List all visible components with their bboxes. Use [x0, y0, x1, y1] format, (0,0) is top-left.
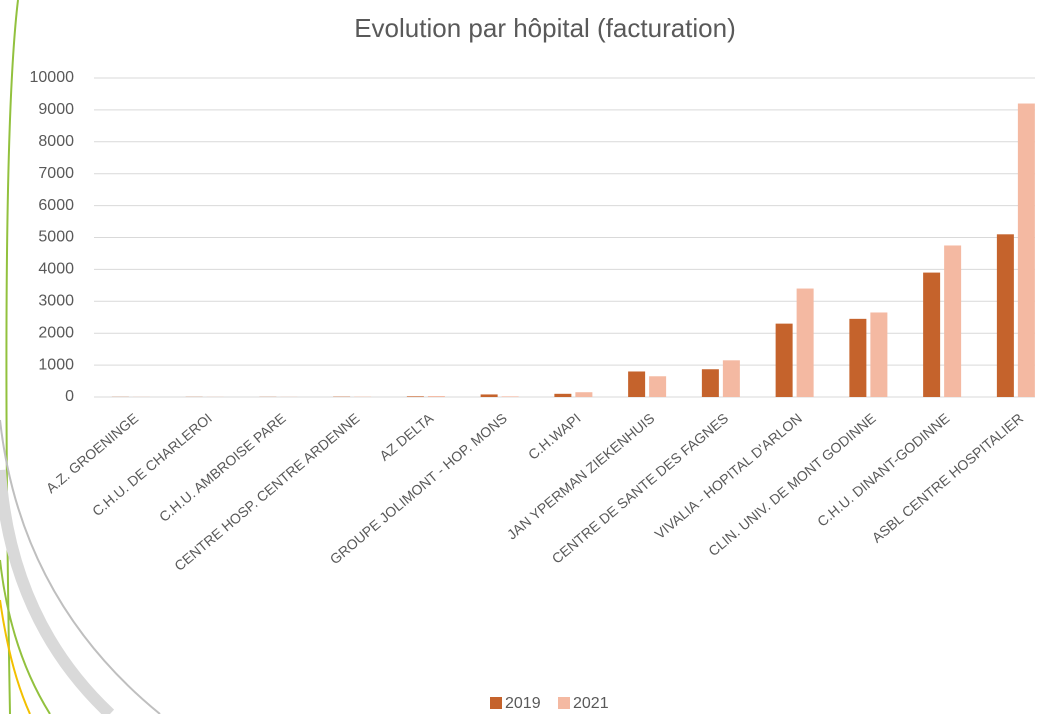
y-tick-label: 9000	[38, 101, 74, 118]
bar	[575, 392, 593, 397]
bar	[649, 376, 667, 397]
bar	[870, 312, 888, 397]
bar	[554, 393, 572, 397]
x-tick-label: C.H.U. AMBROISE PARE	[156, 410, 289, 525]
legend-label: 2021	[573, 695, 609, 712]
y-tick-label: 7000	[38, 165, 74, 182]
legend-label: 2019	[505, 695, 541, 712]
bar	[775, 323, 793, 397]
y-tick-label: 5000	[38, 229, 74, 246]
bar	[944, 245, 962, 397]
bar	[849, 318, 867, 397]
y-tick-label: 8000	[38, 133, 74, 150]
x-tick-label: C.H.U. DINANT-GODINNE	[814, 410, 952, 530]
legend-swatch	[558, 697, 570, 709]
x-tick-label: JAN YPERMAN ZIEKENHUIS	[504, 410, 658, 543]
bar	[501, 396, 519, 397]
y-tick-label: 3000	[38, 293, 74, 310]
bar	[480, 394, 498, 397]
y-tick-label: 2000	[38, 324, 74, 341]
chart-title: Evolution par hôpital (facturation)	[354, 13, 736, 43]
y-tick-label: 0	[65, 388, 74, 405]
x-tick-label: AZ DELTA	[376, 409, 436, 463]
bar	[923, 272, 941, 397]
decoration	[0, 0, 161, 714]
bar	[406, 396, 424, 397]
y-tick-label: 4000	[38, 261, 74, 278]
bar	[722, 360, 740, 397]
x-tick-label: C.H.WAPI	[525, 410, 584, 463]
bar	[796, 288, 814, 397]
bar	[628, 371, 646, 397]
x-tick-label: ASBL CENTRE HOSPITALIER	[869, 410, 1026, 546]
bar	[427, 396, 445, 397]
bar	[1017, 103, 1035, 398]
x-tick-label: C.H.U. DE CHARLEROI	[89, 410, 215, 519]
bar	[996, 234, 1014, 397]
x-tick-label: VIVALIA - HOPITAL D'ARLON	[652, 410, 805, 542]
y-tick-label: 10000	[30, 69, 75, 86]
y-tick-label: 6000	[38, 197, 74, 214]
legend-swatch	[490, 697, 502, 709]
y-tick-label: 1000	[38, 356, 74, 373]
bar	[701, 369, 719, 397]
